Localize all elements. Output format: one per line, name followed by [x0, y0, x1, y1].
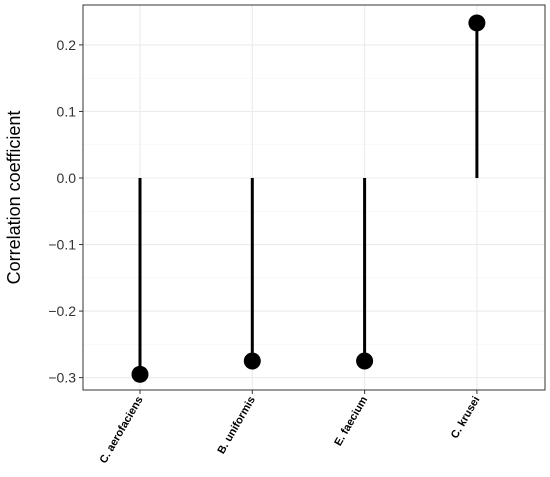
x-tick-label: B. uniformis — [215, 395, 257, 457]
y-tick-label: 0.2 — [57, 37, 77, 53]
lollipop-point — [243, 352, 261, 370]
y-tick-label: −0.3 — [48, 370, 76, 386]
x-tick-label: C. aerofaciens — [98, 395, 146, 466]
y-tick-label: −0.2 — [48, 303, 76, 319]
y-axis-title: Correlation coefficient — [4, 111, 24, 285]
lollipop-point — [131, 365, 149, 383]
y-tick-label: −0.1 — [48, 237, 76, 253]
grid-layer — [83, 5, 545, 390]
x-tick-label: E. faecium — [332, 394, 370, 448]
lollipop-point — [468, 14, 486, 32]
y-tick-label: 0.0 — [57, 170, 77, 186]
y-tick-label: 0.1 — [57, 103, 77, 119]
mark-layer — [131, 14, 486, 383]
lollipop-point — [356, 352, 374, 370]
panel-border — [82, 4, 546, 391]
panel-background — [83, 5, 545, 390]
x-tick-label: C. krusei — [449, 395, 483, 441]
